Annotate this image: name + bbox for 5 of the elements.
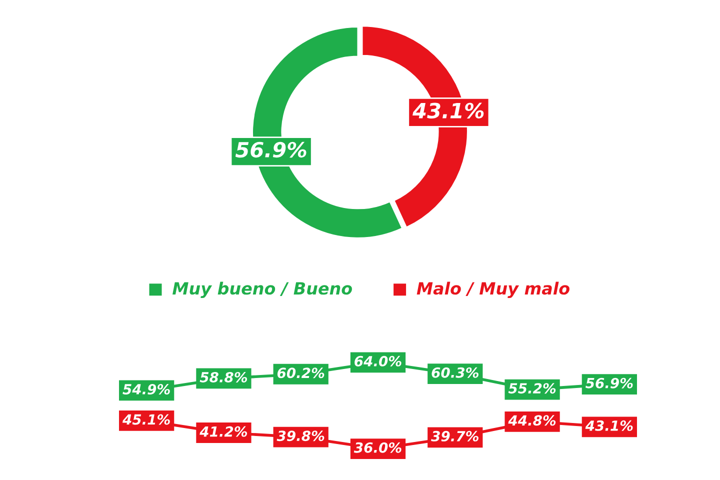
legend-label: Malo / Muy malo [416,282,570,298]
data-label: 43.1% [412,102,484,119]
legend-label: Muy bueno / Bueno [172,282,352,298]
data-label: 45.1% [122,414,170,425]
data-label: 56.9% [235,142,306,158]
